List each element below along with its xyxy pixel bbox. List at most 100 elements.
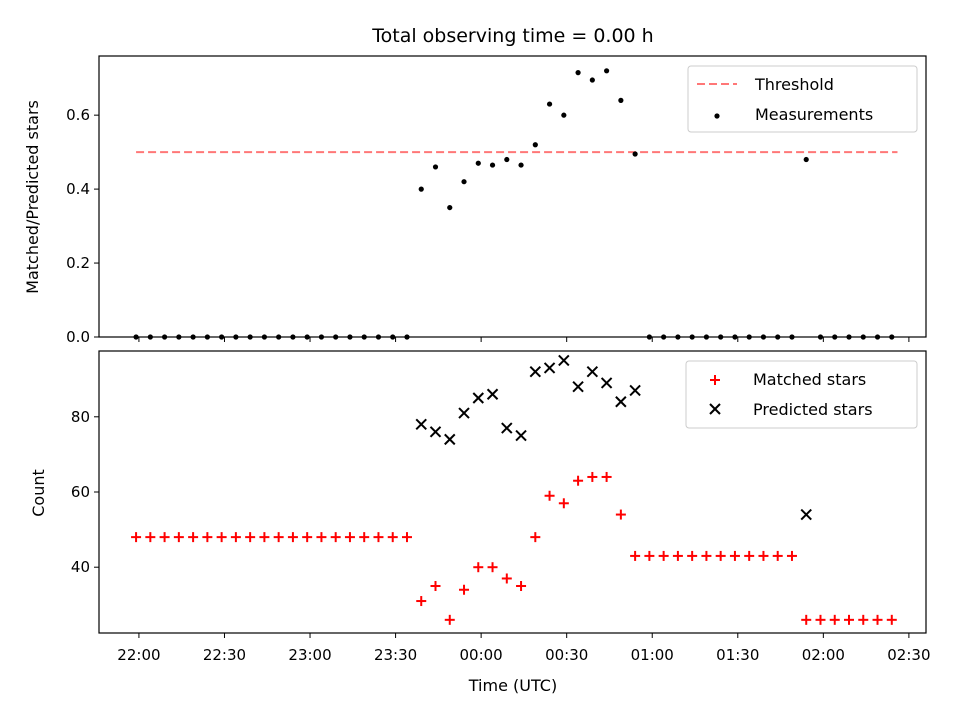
measurement-point [803,156,809,163]
matched-star-point [829,614,840,625]
bottom-y-tick-label: 40 [71,558,90,576]
matched-star-point [615,509,626,520]
predicted-star-point [800,508,812,521]
measurement-point [718,334,724,340]
measurement-point [832,334,838,340]
measurement-point [760,334,767,340]
legend-matched-swatch [710,375,720,385]
measurement-point [361,334,367,340]
measurement-point [489,162,496,168]
bottom-y-tick-label: 60 [71,483,90,501]
measurement-point [661,334,667,340]
predicted-star-point [429,426,442,438]
predicted-star-point [472,392,484,404]
legend-threshold-label: Threshold [754,75,834,94]
legend-matched-label: Matched stars [753,370,866,389]
measurement-point [318,334,325,340]
measurement-point [247,334,253,340]
matched-star-point [444,614,455,625]
x-tick-label: 00:30 [545,646,588,664]
predicted-star-point [529,365,542,378]
x-tick-label: 02:00 [802,646,845,664]
measurement-point [874,334,881,340]
measurement-point [860,334,866,340]
measurement-point [846,334,852,340]
matched-star-point [544,490,555,501]
measurement-point [532,142,538,148]
matched-star-point [330,532,341,543]
matched-star-point [786,550,797,561]
measurement-point [504,156,510,163]
measurement-point [646,334,652,340]
measurement-point [261,334,267,340]
x-tick-label: 00:00 [460,646,503,664]
matched-star-point [886,614,897,625]
top-y-axis-label: Matched/Predicted stars [23,100,42,294]
measurement-point [546,101,553,107]
measurement-point [304,334,310,340]
x-tick-label: 23:30 [374,646,417,664]
measurement-point [147,334,153,340]
measurement-point [204,334,210,340]
matched-star-point [131,532,142,543]
predicted-star-point [444,433,456,446]
chart-title: Total observing time = 0.00 h [371,25,653,47]
measurement-point [447,204,453,211]
x-tick-label: 01:30 [716,646,759,664]
matched-star-point [373,532,384,543]
x-axis-label: Time (UTC) [468,676,557,695]
measurement-point [276,334,282,340]
matched-star-point [687,550,698,561]
top-panel: 0.0 0.2 0.4 0.6 Threshold Measurements [66,55,927,346]
bottom-y-axis-label: Count [29,469,48,517]
measurement-point [575,70,581,76]
predicted-star-point [515,429,527,442]
measurement-point [775,334,781,340]
matched-star-point [359,532,370,543]
matched-star-point [273,532,284,543]
predicted-star-point [486,388,499,400]
matched-star-point [587,471,598,482]
measurement-point [604,68,610,74]
predicted-star-point [415,418,427,431]
matched-star-point [644,550,655,561]
measurement-point [817,334,824,340]
measurement-point [461,179,467,185]
matched-star-point [459,584,470,595]
bottom-panel: 40 60 80 22:00 22:30 23:00 23:30 00:00 00:30 01:0… [71,350,931,664]
measurement-point [518,162,524,168]
top-y-tick-label: 0.2 [66,254,90,272]
matched-star-point [487,562,498,573]
measurement-point [632,151,638,157]
predicted-star-point [629,384,641,397]
predicted-star-point [501,422,513,434]
matched-star-point [173,532,184,543]
top-plot-frame [98,55,927,338]
predicted-star-point [615,396,627,408]
matched-star-point [872,614,883,625]
measurement-point [618,97,624,103]
measurement-point [404,334,410,340]
measurement-point [589,77,595,83]
matched-star-point [188,532,199,543]
measurement-point [133,334,139,340]
predicted-star-point [558,354,570,367]
matched-star-point [145,532,156,543]
matched-star-point [844,614,855,625]
predicted-star-point [543,362,556,374]
measurement-point [390,334,396,340]
matched-star-point [501,573,512,584]
matched-star-point [558,498,569,509]
matched-star-point [758,550,769,561]
x-tick-label: 01:00 [631,646,674,664]
measurement-point [418,186,424,192]
matched-star-point [729,550,740,561]
measurement-point [219,334,225,340]
legend-measurements-label: Measurements [755,105,873,124]
x-tick-label: 22:30 [203,646,246,664]
matched-star-point [259,532,270,543]
measurement-point [375,334,382,340]
measurement-point [889,334,895,340]
matched-star-point [245,532,256,543]
legend-predicted-swatch [709,403,721,415]
